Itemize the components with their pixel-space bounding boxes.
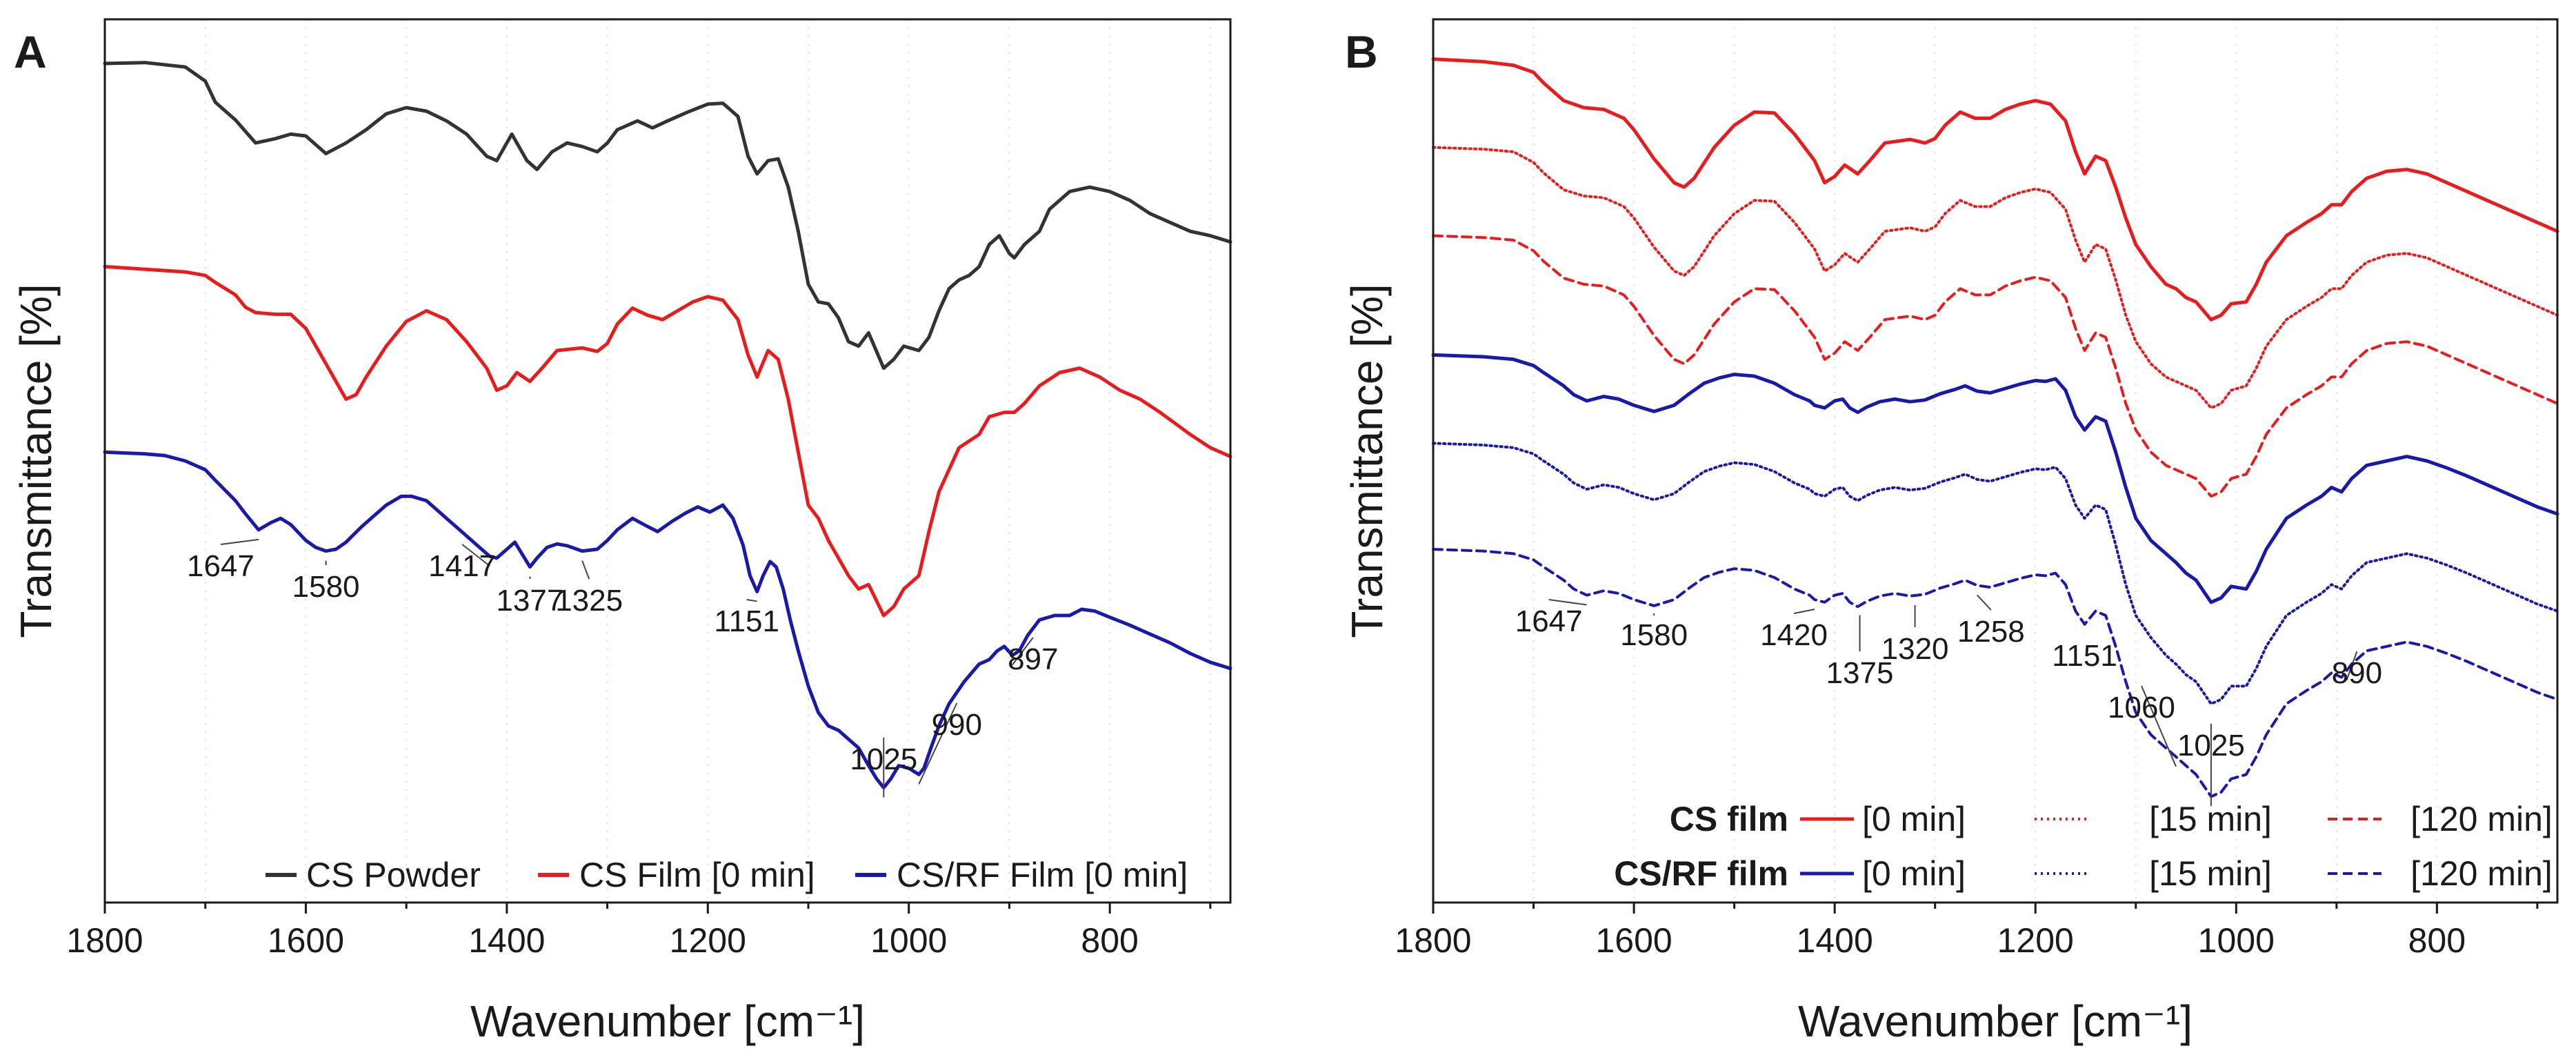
annotation-leader-1647 — [220, 538, 259, 545]
panel-a-x-axis-title: Wavenumber [cm⁻¹] — [470, 996, 865, 1046]
panel-b-x-axis-title: Wavenumber [cm⁻¹] — [1798, 996, 2193, 1046]
panel-a-plot-frame — [103, 18, 1232, 904]
annotation-1258: 1258 — [1957, 615, 2025, 649]
annotation-leader-1151 — [746, 599, 757, 602]
panel-a-x-tick-label: 1400 — [468, 921, 545, 960]
series-cs-rf-film-0-min — [1431, 353, 2559, 604]
panel-b-y-axis-title: Transmittance [%] — [1342, 284, 1392, 638]
annotation-1375: 1375 — [1826, 656, 1894, 690]
legend-label-cs-rf-film-120min: [120 min] — [2410, 854, 2553, 893]
legend-label-cs-rf-film: CS/RF Film [0 min] — [897, 856, 1188, 894]
panel-b-x-tick-label: 1600 — [1595, 921, 1672, 960]
panel-a-x-tick-label: 1200 — [670, 921, 746, 960]
legend-label-cs-rf-film-15min: [15 min] — [2149, 854, 2272, 893]
panel-b-x-axis: 1800 1600 1400 1200 1000 800 — [1395, 903, 2539, 960]
panel-a-gridlines — [204, 19, 1211, 903]
annotation-leader-890 — [2346, 651, 2358, 681]
panel-b-x-tick-label: 1800 — [1395, 921, 1471, 960]
annotation-1151: 1151 — [714, 604, 779, 638]
annotation-1025: 1025 — [2177, 729, 2245, 762]
annotation-leader-897 — [1012, 637, 1034, 666]
annotation-1377: 1377 — [496, 584, 563, 618]
series-cs-powder — [103, 61, 1232, 371]
panel-b-plot-frame — [1432, 18, 2559, 904]
panel-b-x-tick-label: 1000 — [2198, 921, 2275, 960]
legend-label-cs-film-15min: [15 min] — [2149, 800, 2272, 838]
annotation-890: 890 — [2332, 656, 2382, 690]
panel-b-x-tick-label: 1400 — [1797, 921, 1873, 960]
panel-a-series — [103, 61, 1232, 790]
panel-a-x-tick-label: 1000 — [870, 921, 947, 960]
panel-a-legend: CS Powder CS Film [0 min] CS/RF Film [0 … — [266, 856, 1188, 894]
panel-a-x-axis: 1800 1600 1400 1200 1000 800 — [66, 903, 1212, 960]
annotation-1320: 1320 — [1881, 632, 1949, 666]
annotation-897: 897 — [1008, 642, 1058, 676]
annotation-leader-1258 — [1977, 594, 1992, 611]
series-cs-film-0-min — [1431, 57, 2559, 322]
panel-a-x-tick-label: 1800 — [66, 921, 143, 960]
annotation-leader-990 — [918, 702, 958, 785]
panel-b-x-tick-label: 1200 — [1997, 921, 2074, 960]
series-cs-rf-film-0-min — [103, 450, 1232, 790]
annotation-1060: 1060 — [2108, 691, 2175, 725]
panel-a-y-axis-title: Transmittance [%] — [11, 284, 61, 638]
annotation-1647: 1647 — [187, 549, 254, 583]
legend-label-cs-rf-film-0min: [0 min] — [1862, 854, 1966, 893]
series-cs-film-15-min — [1432, 146, 2559, 410]
panel-a-x-tick-label: 1600 — [268, 921, 344, 960]
annotation-990: 990 — [932, 708, 982, 742]
annotation-leader-1417 — [461, 544, 490, 567]
panel-a-x-tick-label: 800 — [1081, 921, 1138, 960]
panel-a-letter: A — [14, 26, 47, 77]
legend-group-cs-rf-film: CS/RF film — [1614, 854, 1788, 893]
series-cs-film-0-min — [103, 264, 1232, 618]
legend-label-cs-film-120min: [120 min] — [2410, 800, 2553, 838]
annotation-leader-1060 — [2141, 685, 2177, 767]
annotation-1325: 1325 — [555, 584, 623, 618]
annotation-leader-1647 — [1548, 599, 1587, 606]
panel-b-series — [1431, 57, 2559, 798]
legend-label-cs-film: CS Film [0 min] — [579, 856, 815, 894]
annotation-1420: 1420 — [1760, 618, 1828, 652]
annotation-leader-1420 — [1793, 608, 1815, 614]
series-cs-rf-film-15-min — [1432, 442, 2559, 705]
legend-label-cs-powder: CS Powder — [306, 856, 481, 894]
annotation-1580: 1580 — [292, 570, 360, 604]
annotation-leader-1325 — [581, 560, 590, 580]
panel-b-letter: B — [1345, 26, 1378, 77]
panel-b-x-tick-label: 800 — [2408, 921, 2466, 960]
series-cs-film-120-min — [1432, 234, 2559, 498]
annotation-1647: 1647 — [1515, 604, 1583, 638]
annotation-1151: 1151 — [2052, 639, 2117, 673]
series-cs-rf-film-120-min — [1432, 548, 2559, 798]
legend-label-cs-film-0min: [0 min] — [1862, 800, 1966, 838]
legend-group-cs-film: CS film — [1670, 800, 1788, 838]
annotation-1417: 1417 — [428, 549, 496, 583]
panel-b-legend: CS film [0 min] [15 min] [120 min] CS/RF… — [1614, 800, 2553, 893]
annotation-1025: 1025 — [850, 742, 917, 776]
annotation-1580: 1580 — [1620, 618, 1688, 652]
